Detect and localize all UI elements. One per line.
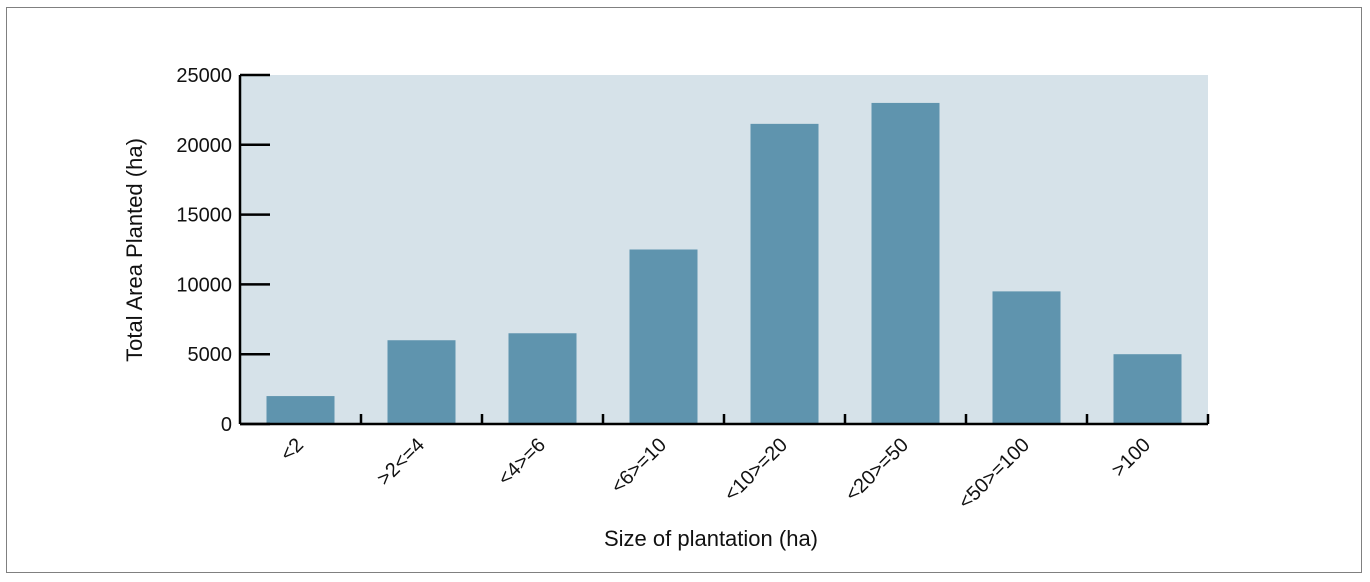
bar-8: [1113, 354, 1182, 424]
bar-5: [750, 123, 819, 425]
y-tick-label: 0: [221, 414, 232, 436]
x-tick-label: <50>=100: [954, 434, 1034, 514]
bar-7: [992, 291, 1061, 424]
bar-4: [629, 249, 698, 424]
bar-2: [387, 340, 456, 424]
y-ticks-group: 0 5000 10000 15000 20000 25000: [176, 65, 270, 436]
y-tick-label: 5000: [188, 344, 233, 366]
x-tick-label: >2<=4: [373, 434, 429, 490]
bars-group: [266, 102, 1182, 425]
y-tick-label: 20000: [176, 135, 232, 157]
y-tick-label: 25000: [176, 65, 232, 87]
y-tick-label: 15000: [176, 205, 232, 227]
y-axis-title: Total Area Planted (ha): [122, 138, 147, 362]
y-tick-label: 10000: [176, 274, 232, 296]
x-ticks-group: <2 >2<=4 <4>=6 <6>=10 <10>=20 <20>=50 <50>=100…: [276, 414, 1210, 514]
x-axis-title: Size of plantation (ha): [604, 526, 818, 551]
bar-1: [266, 396, 335, 424]
x-tick-label: <20>=50: [841, 434, 913, 506]
plot-area: [240, 75, 1208, 424]
x-tick-label: >100: [1108, 434, 1155, 481]
bar-3: [508, 333, 577, 424]
bar-6: [871, 102, 940, 425]
x-tick-label: <2: [276, 434, 308, 466]
x-tick-label: <10>=20: [720, 434, 792, 506]
x-tick-label: <6>=10: [607, 434, 671, 498]
x-tick-label: <4>=6: [494, 434, 550, 490]
